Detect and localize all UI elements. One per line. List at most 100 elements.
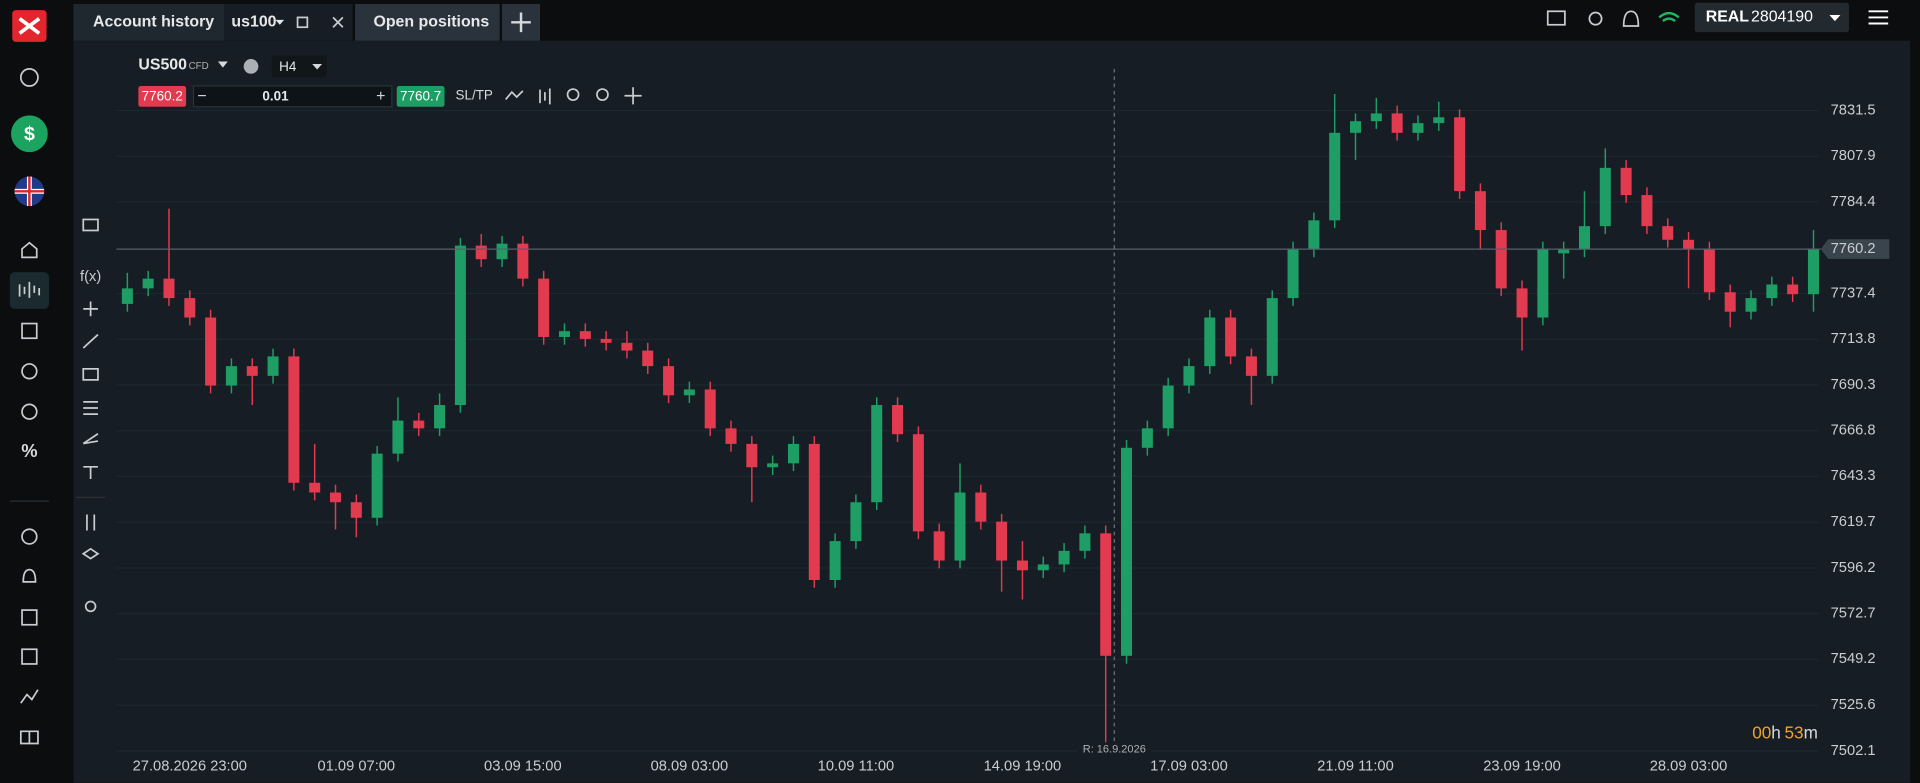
account-number: 2804190	[1751, 9, 1813, 26]
zoom-out[interactable]	[566, 88, 580, 101]
candle-body	[1225, 317, 1237, 357]
candle-body	[850, 502, 862, 542]
candle-body	[912, 434, 924, 532]
tool[interactable]	[82, 218, 99, 232]
exchange-icon[interactable]	[21, 528, 38, 545]
open-positions-tab[interactable]	[355, 3, 500, 41]
candle-body	[1079, 533, 1091, 551]
candle-body	[871, 405, 883, 503]
account-history-tab[interactable]	[73, 3, 225, 41]
candle-body	[725, 428, 737, 444]
tool[interactable]	[82, 367, 99, 381]
symbol[interactable]: US500	[138, 56, 187, 73]
candle-body	[413, 420, 425, 429]
quantity-input[interactable]	[192, 85, 393, 108]
x-tick-label: 23.09 19:00	[1483, 759, 1561, 775]
savings-icon[interactable]	[21, 363, 38, 380]
news-icon[interactable]	[21, 322, 38, 340]
screen-icon[interactable]	[1546, 10, 1566, 26]
candle-body	[392, 420, 404, 454]
x-tick-label: 10.09 11:00	[818, 759, 894, 775]
candle-body	[475, 245, 487, 260]
candle-body	[330, 492, 342, 503]
candle-body	[1620, 167, 1632, 196]
bell-icon[interactable]	[1622, 10, 1640, 27]
account-selector[interactable]	[1694, 2, 1849, 33]
chart-area	[73, 40, 1911, 783]
crosshair-label-box	[1077, 742, 1152, 759]
tool[interactable]	[86, 514, 96, 531]
candle-body	[1578, 226, 1590, 250]
zoom-in[interactable]	[596, 88, 609, 101]
chart-nav-icon	[18, 281, 41, 298]
coin-icon[interactable]	[21, 403, 38, 420]
popout-icon[interactable]	[296, 16, 309, 29]
currency-icon[interactable]	[1588, 11, 1603, 26]
y-tick-label: 7807.9	[1831, 148, 1876, 164]
calendar-icon[interactable]	[21, 648, 38, 665]
buy-button[interactable]	[396, 85, 445, 107]
close-tab[interactable]	[332, 16, 344, 28]
symbol-dropdown[interactable]	[217, 61, 228, 68]
candle-body	[434, 405, 446, 429]
candle-body	[558, 331, 570, 337]
reports-icon[interactable]	[21, 609, 38, 626]
info-icon[interactable]	[243, 59, 259, 74]
y-tick-label: 7784.4	[1831, 194, 1876, 210]
move-tool[interactable]	[624, 87, 642, 105]
sltp[interactable]: SL/TP	[456, 87, 493, 102]
candle-body	[1766, 284, 1778, 299]
y-tick-label: 7596.2	[1831, 560, 1876, 576]
tool[interactable]	[81, 547, 100, 560]
home-icon[interactable]	[21, 241, 38, 259]
candle-body	[933, 531, 945, 561]
x-tick-label: 03.09 15:00	[484, 759, 562, 775]
tool[interactable]	[83, 465, 98, 480]
instrument-tab[interactable]	[224, 3, 353, 41]
share-tool[interactable]	[84, 600, 97, 613]
tab-dropdown[interactable]	[275, 19, 285, 25]
timeframe-dropdown	[312, 63, 323, 70]
candle-body	[1162, 385, 1174, 429]
x-tick-label: 17.09 03:00	[1150, 759, 1228, 775]
tool[interactable]: f(x)	[80, 269, 101, 285]
increase[interactable]: +	[376, 88, 385, 105]
alerts-icon[interactable]	[22, 568, 37, 583]
tool[interactable]	[82, 333, 99, 349]
tool[interactable]	[83, 401, 98, 416]
candle-body	[683, 389, 695, 396]
tool[interactable]	[82, 433, 99, 445]
candle-body	[121, 288, 133, 304]
candle-body	[1454, 117, 1466, 192]
x-tick-label: 28.09 03:00	[1650, 759, 1728, 775]
crosshair-label: R: 16.9.2026	[1083, 744, 1146, 756]
candle-body	[517, 243, 529, 279]
deposit-button[interactable]	[11, 115, 48, 153]
candle-body	[767, 463, 779, 468]
candle-tool[interactable]	[539, 88, 551, 105]
candle-body	[1183, 366, 1195, 386]
candle-body	[621, 342, 633, 351]
balance-icon[interactable]	[19, 67, 39, 87]
menu-icon[interactable]	[1868, 10, 1889, 25]
analysis-icon[interactable]	[20, 689, 39, 704]
countdown-unit: h	[1771, 722, 1781, 742]
x-tick-label: 14.09 19:00	[984, 759, 1062, 775]
candle-body	[1683, 239, 1695, 250]
candle-body	[975, 492, 987, 522]
tab-bar: Account history us100 Open positions	[73, 3, 540, 41]
candle-body	[1558, 249, 1570, 254]
tool[interactable]	[83, 301, 98, 317]
line-tool[interactable]	[505, 90, 524, 101]
education-icon[interactable]	[19, 730, 39, 745]
x-tick-label: 21.09 11:00	[1317, 759, 1394, 775]
decrease[interactable]: −	[197, 88, 206, 105]
candle-body	[1287, 249, 1299, 299]
percent-icon[interactable]: %	[21, 440, 37, 461]
sell-button[interactable]	[138, 85, 187, 107]
candle-body	[1724, 292, 1736, 312]
timeframe-select[interactable]	[271, 55, 327, 78]
countdown-unit: m	[1804, 722, 1818, 742]
candle-body	[746, 443, 758, 468]
candle-body	[829, 541, 841, 580]
